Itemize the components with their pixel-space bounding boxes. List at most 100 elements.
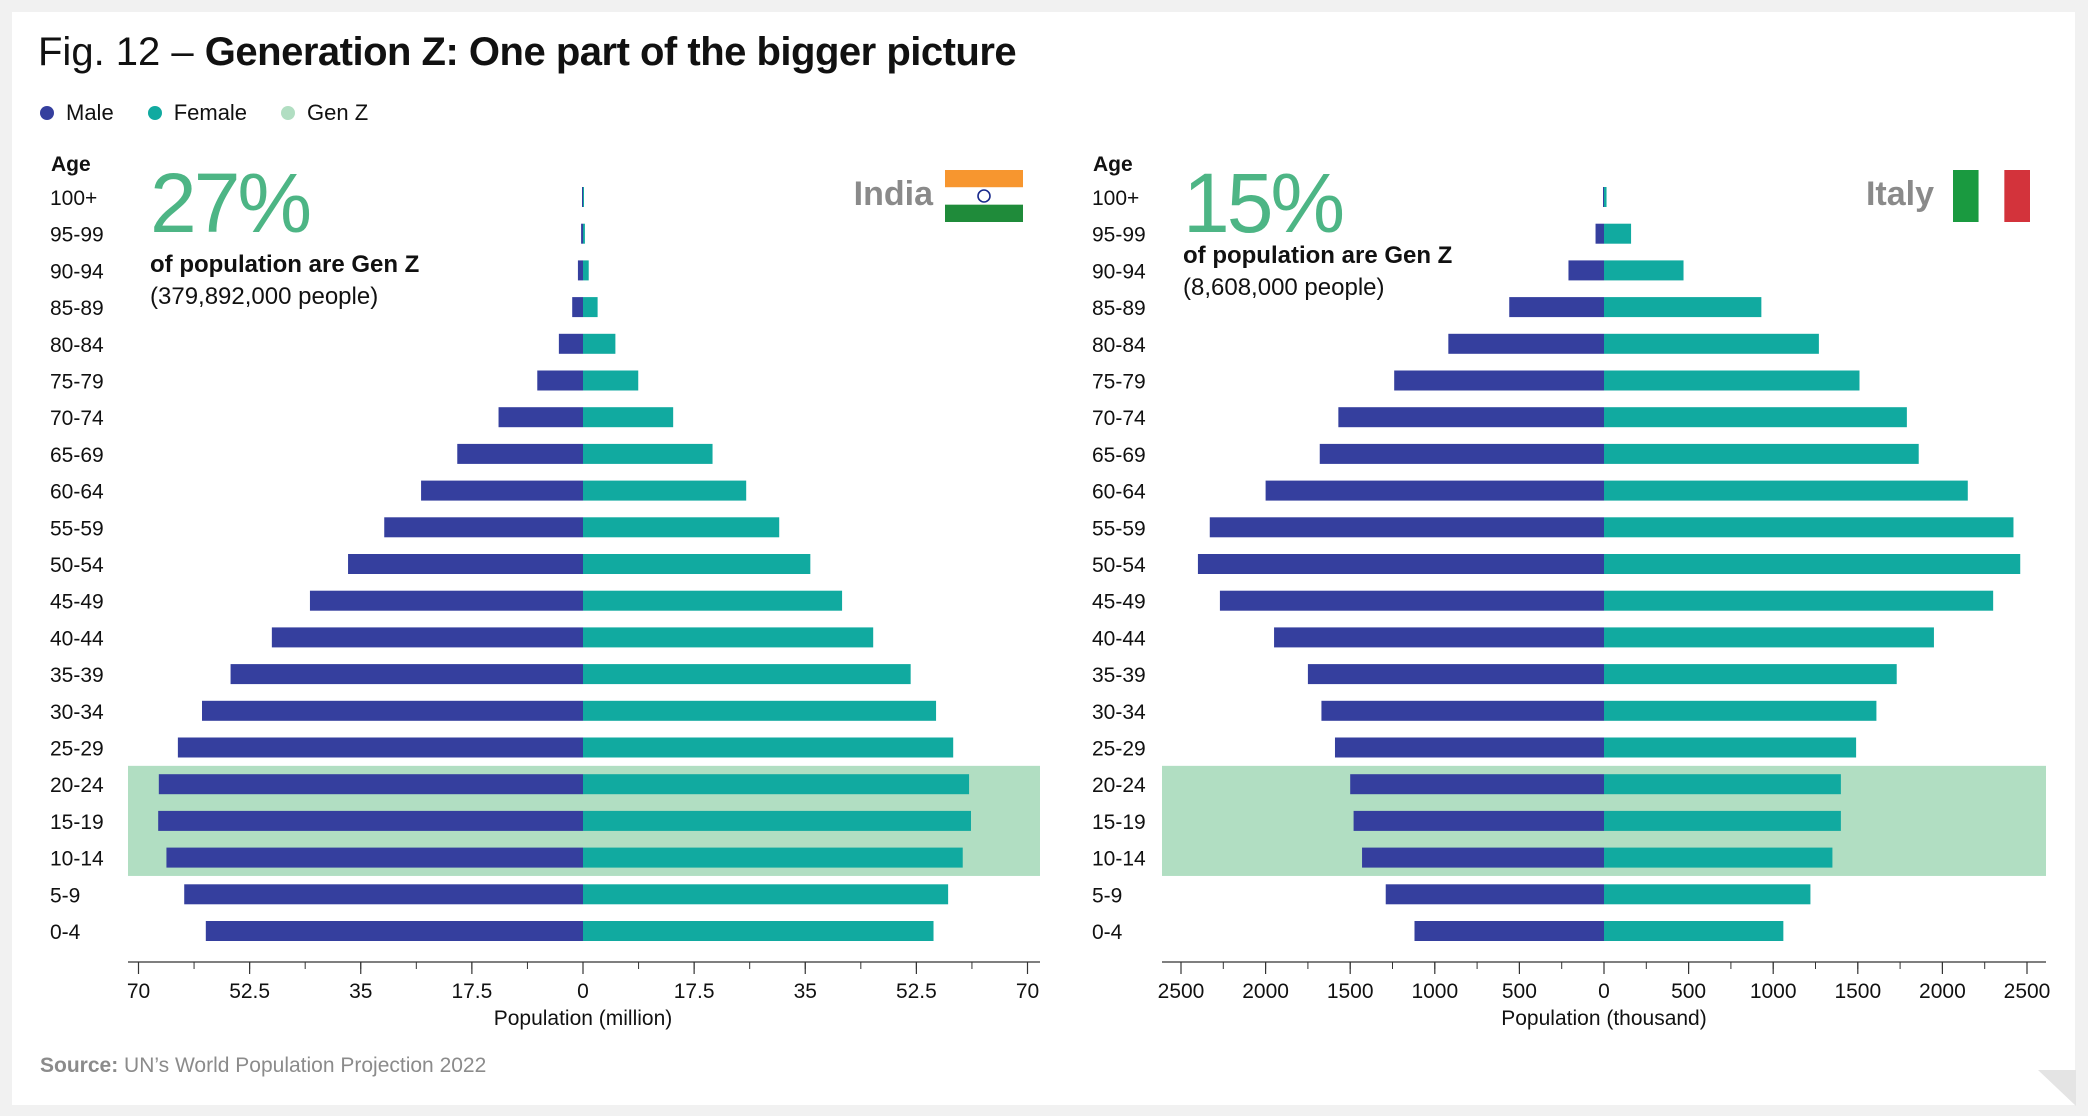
- italy-bar-female: [1604, 333, 1819, 354]
- india-bar-male: [581, 223, 583, 244]
- source-note: Source: UN’s World Population Projection…: [40, 1054, 486, 1078]
- italy-bar-male: [1219, 590, 1604, 611]
- india-age-label: 70-74: [50, 407, 104, 430]
- italy-age-label: 95-99: [1092, 224, 1146, 247]
- italy-age-label: 10-14: [1092, 848, 1146, 871]
- italy-x-axis-label: Population (thousand): [1501, 1007, 1706, 1030]
- india-bar-male: [158, 810, 583, 831]
- legend-label-genz: Gen Z: [307, 100, 369, 125]
- india-bar-male: [184, 884, 583, 905]
- italy-bar-female: [1604, 774, 1841, 795]
- italy-bar-male: [1603, 187, 1604, 207]
- india-bar-female: [583, 884, 949, 905]
- italy-bar-male: [1448, 333, 1604, 354]
- italy-x-tick-label: 1000: [1411, 980, 1458, 1003]
- italy-age-label: 60-64: [1092, 481, 1146, 504]
- india-age-axis-title: Age: [51, 153, 91, 176]
- italy-bar-female: [1604, 590, 1994, 611]
- india-bar-female: [583, 554, 811, 574]
- italy-flag-icon: [1953, 170, 1979, 222]
- italy-x-tick-label: 0: [1598, 980, 1610, 1003]
- india-age-label: 25-29: [50, 738, 104, 761]
- italy-bar-female: [1604, 810, 1841, 831]
- india-flag-green-band: [945, 204, 1023, 222]
- italy-bar-female: [1604, 223, 1632, 244]
- italy-bar-female: [1604, 370, 1860, 391]
- italy-bar-male: [1350, 774, 1604, 795]
- india-age-label: 40-44: [50, 627, 104, 650]
- italy-bar-male: [1265, 480, 1604, 501]
- italy-bar-female: [1604, 921, 1784, 941]
- italy-bar-female: [1604, 554, 2021, 574]
- india-bar-male: [205, 921, 583, 941]
- legend-label-male: Male: [66, 100, 114, 125]
- india-bar-female: [583, 517, 780, 538]
- india-age-label: 80-84: [50, 334, 104, 357]
- legend-label-female: Female: [173, 100, 248, 125]
- italy-age-label: 5-9: [1092, 884, 1122, 907]
- italy-bar-male: [1334, 737, 1604, 758]
- italy-x-tick-label: 500: [1671, 980, 1706, 1003]
- india-bar-male: [158, 774, 583, 795]
- italy-age-label: 100+: [1092, 187, 1139, 210]
- india-age-label: 0-4: [50, 921, 81, 944]
- italy-flag-white-band: [1978, 170, 2005, 222]
- india-country-name: India: [854, 175, 934, 213]
- italy-bar-male: [1319, 443, 1604, 464]
- italy-bar-male: [1209, 517, 1604, 538]
- italy-bar-female: [1604, 480, 1968, 501]
- italy-age-label: 40-44: [1092, 627, 1146, 650]
- italy-age-axis-title: Age: [1093, 153, 1133, 176]
- india-x-tick-label: 52.5: [896, 980, 937, 1003]
- italy-bar-male: [1274, 627, 1604, 648]
- italy-bar-male: [1394, 370, 1604, 391]
- india-bar-male: [582, 187, 583, 207]
- india-x-tick-label: 17.5: [674, 980, 715, 1003]
- india-bar-male: [457, 443, 583, 464]
- italy-x-tick-label: 1500: [1327, 980, 1374, 1003]
- india-x-tick-label: 35: [349, 980, 372, 1003]
- india-bar-female: [583, 664, 911, 685]
- italy-bar-female: [1604, 443, 1919, 464]
- figure-title-prefix: Fig. 12 –: [38, 30, 194, 74]
- india-flag-chakra: [977, 189, 991, 203]
- india-bar-female: [583, 480, 747, 501]
- italy-bar-female: [1604, 737, 1857, 758]
- india-bar-male: [537, 370, 583, 391]
- india-age-label: 10-14: [50, 848, 104, 871]
- india-age-label: 15-19: [50, 811, 104, 834]
- italy-x-tick-label: 2000: [1242, 980, 1289, 1003]
- italy-stat-label: of population are Gen Z: [1183, 242, 1452, 269]
- italy-age-label: 90-94: [1092, 260, 1146, 283]
- india-age-label: 65-69: [50, 444, 104, 467]
- india-bar-female: [583, 921, 934, 941]
- italy-bar-male: [1509, 297, 1604, 318]
- india-bar-male: [572, 297, 583, 318]
- italy-x-tick-label: 1500: [1834, 980, 1881, 1003]
- india-age-label: 35-39: [50, 664, 104, 687]
- italy-bar-male: [1362, 847, 1604, 868]
- india-x-tick-label: 35: [794, 980, 817, 1003]
- italy-bar-female: [1604, 664, 1897, 685]
- india-age-label: 45-49: [50, 591, 104, 614]
- legend-swatch-genz: [281, 106, 296, 120]
- italy-age-label: 65-69: [1092, 444, 1146, 467]
- italy-age-label: 30-34: [1092, 701, 1146, 724]
- india-flag-white-band: [945, 187, 1023, 205]
- india-x-tick-label: 52.5: [229, 980, 270, 1003]
- india-stat-people: (379,892,000 people): [150, 283, 378, 310]
- india-bar-female: [583, 700, 937, 721]
- india-bar-male: [498, 407, 583, 428]
- page-fold-corner: [2038, 1070, 2076, 1106]
- india-stat-value: 27%: [150, 156, 309, 250]
- italy-stat-value: 15%: [1183, 156, 1342, 250]
- india-bar-female: [583, 443, 713, 464]
- italy-bar-male: [1353, 810, 1604, 831]
- india-bar-female: [583, 187, 584, 207]
- india-bar-female: [583, 737, 954, 758]
- italy-bar-male: [1414, 921, 1604, 941]
- italy-age-label: 45-49: [1092, 591, 1146, 614]
- italy-bar-male: [1321, 700, 1604, 721]
- india-age-label: 85-89: [50, 297, 104, 320]
